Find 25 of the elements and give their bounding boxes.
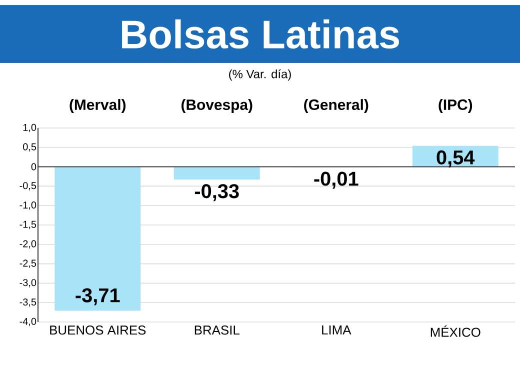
y-tick-label: 0 — [31, 163, 36, 170]
y-tick-label: -1,0 — [20, 201, 36, 210]
y-tick-label: -4,0 — [20, 318, 36, 326]
data-label: -0,01 — [314, 172, 358, 189]
text: (General) — [304, 99, 368, 113]
x-tick-label: BRASIL — [194, 326, 240, 335]
y-tick-label: -3,0 — [20, 279, 36, 288]
y-tick-label: -2,5 — [20, 260, 36, 268]
data-label: 0,54 — [436, 150, 475, 168]
data-label: -0,33 — [194, 184, 239, 202]
chart-title: Bolsas Latinas — [122, 19, 399, 49]
y-tick-label: 1,0 — [23, 124, 36, 132]
chart-subtitle: (% Var. día) — [229, 69, 291, 81]
x-tick-label: LIMA — [322, 326, 352, 334]
text: (IPC) — [438, 99, 472, 113]
y-tick-label: -3,5 — [20, 298, 36, 307]
text: (Merval) — [70, 99, 126, 113]
y-tick-label: -2,0 — [20, 240, 36, 249]
text: (Bovespa) — [182, 99, 252, 113]
x-tick-label: MÉXICO — [430, 326, 480, 337]
y-tick-label: -0,5 — [20, 182, 36, 190]
y-tick-label: 0,5 — [23, 143, 36, 152]
y-tick-label: -1,5 — [20, 220, 36, 230]
x-tick-label: BUENOS AIRES — [50, 326, 146, 335]
data-label: -3,71 — [76, 288, 120, 306]
